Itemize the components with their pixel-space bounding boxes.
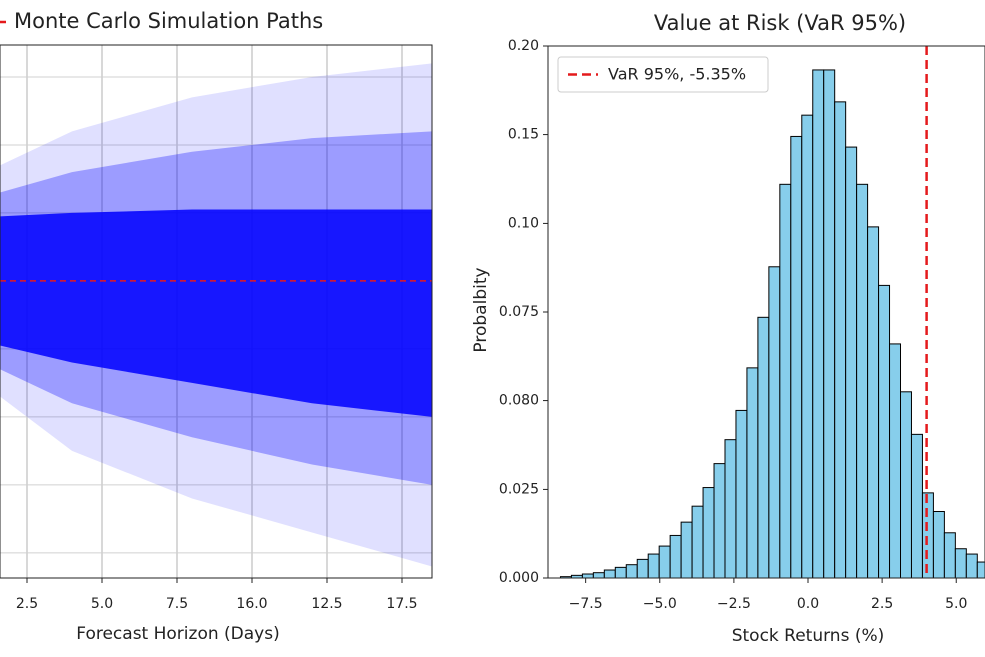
chart-title: Monte Carlo Simulation Paths xyxy=(14,9,323,33)
x-tick-label: 5.0 xyxy=(945,596,967,612)
bar xyxy=(856,183,869,578)
bar xyxy=(636,558,649,578)
bar xyxy=(592,572,605,578)
bar xyxy=(867,226,880,578)
bar xyxy=(954,548,967,578)
bar xyxy=(878,284,891,578)
legend-label: VaR 95%, -5.35% xyxy=(608,65,746,84)
bar xyxy=(713,463,726,578)
x-axis-label: Stock Returns (%) xyxy=(732,626,885,646)
axes-frame xyxy=(0,44,433,579)
y-tick-label: 0.075 xyxy=(499,304,539,320)
bar xyxy=(932,511,945,578)
y-tick-label: 0.080 xyxy=(499,393,539,409)
bar xyxy=(943,532,956,578)
plot-area xyxy=(0,45,432,578)
y-axis-label: Probalbity xyxy=(471,267,491,352)
bar xyxy=(976,561,985,578)
bar xyxy=(680,521,693,578)
bar xyxy=(812,69,825,578)
x-tick-label: 12.5 xyxy=(311,596,342,612)
bar xyxy=(801,114,814,578)
bar xyxy=(834,101,847,578)
bar xyxy=(910,433,923,578)
legend-box xyxy=(557,56,769,93)
y-tick-label: 0.20 xyxy=(508,38,539,54)
bar xyxy=(845,146,858,578)
x-tick-label: 7.5 xyxy=(166,596,188,612)
x-tick-label: 16.0 xyxy=(236,596,267,612)
x-axis-label: Forecast Horizon (Days) xyxy=(76,624,279,644)
x-tick-label: 5.0 xyxy=(91,596,113,612)
bar xyxy=(768,266,781,578)
y-tick-label: 0.025 xyxy=(499,481,539,497)
bar xyxy=(669,534,682,578)
bar xyxy=(702,487,715,578)
bar xyxy=(965,553,978,578)
y-tick-label: 0.15 xyxy=(508,127,539,143)
bar xyxy=(581,573,594,578)
bar xyxy=(900,391,912,578)
path-band xyxy=(0,209,432,417)
x-tick-label: 2.5 xyxy=(16,596,38,612)
bar xyxy=(823,69,836,578)
x-tick-label: −5.0 xyxy=(643,596,677,612)
bar xyxy=(614,566,627,578)
x-tick-label: 2.5 xyxy=(871,596,893,612)
x-tick-label: 17.5 xyxy=(386,596,417,612)
plot-area xyxy=(559,46,985,578)
bar xyxy=(658,545,671,578)
bar xyxy=(625,564,638,578)
bar xyxy=(603,569,616,578)
bar xyxy=(889,343,902,578)
x-tick-label: −7.5 xyxy=(569,596,603,612)
bar xyxy=(746,367,759,578)
x-tick-label: 0.0 xyxy=(797,596,819,612)
bar xyxy=(790,135,803,578)
y-tick-label: 0.000 xyxy=(499,570,539,586)
bar xyxy=(779,183,792,578)
bar xyxy=(921,492,934,578)
bar xyxy=(724,439,737,578)
y-tick-label: 0.10 xyxy=(508,215,539,231)
bar xyxy=(735,409,748,578)
x-tick-label: −2.5 xyxy=(717,596,751,612)
bar xyxy=(691,505,704,578)
bar xyxy=(757,316,770,578)
bar xyxy=(647,553,660,578)
chart-title: Value at Risk (VaR 95%) xyxy=(654,11,906,35)
